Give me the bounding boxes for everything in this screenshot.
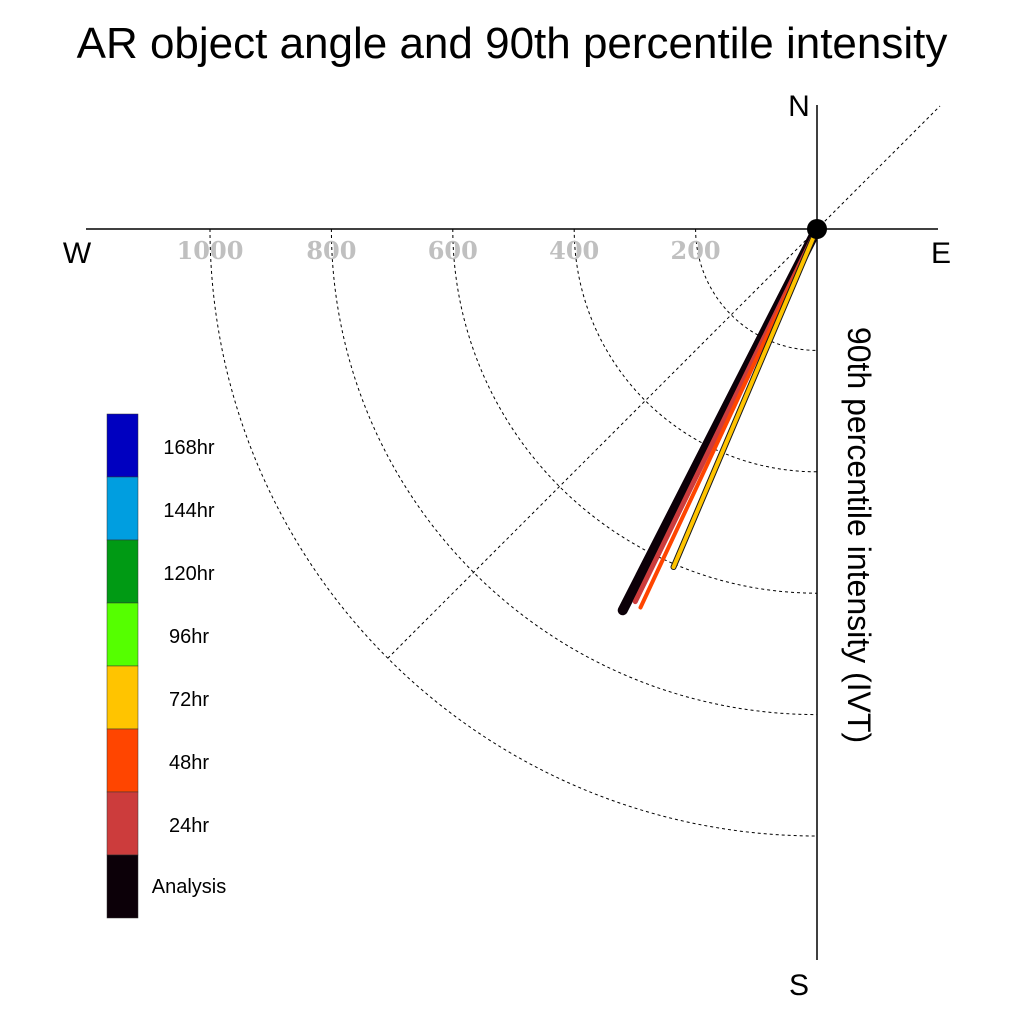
legend-swatch	[106, 476, 139, 541]
grid-arc-0	[695, 228, 818, 351]
legend-label: 144hr	[163, 500, 214, 522]
grid-arc-2	[452, 228, 818, 594]
legend-label: 120hr	[163, 563, 214, 585]
legend: 168hr 144hr 120hr 96hr 72hr 48hr 24hr Analysis	[106, 413, 226, 919]
chart-title: AR object angle and 90th percentile inte…	[77, 19, 948, 68]
radial-tick-labels: 200 400 600 800 1000	[177, 236, 721, 265]
compass-west: W	[63, 237, 92, 270]
legend-swatch	[106, 665, 139, 730]
legend-swatch	[106, 539, 139, 604]
legend-swatch	[106, 413, 139, 478]
grid-arc-4	[209, 228, 818, 837]
compass-east: E	[931, 237, 951, 270]
legend-label: Analysis	[152, 876, 226, 898]
origin-marker	[807, 219, 827, 239]
radial-tick-label: 800	[306, 236, 356, 265]
polar-grid	[209, 105, 941, 837]
legend-swatch	[106, 791, 139, 856]
intensity-vectors	[617, 224, 822, 616]
legend-swatch	[106, 602, 139, 667]
legend-label: 24hr	[169, 815, 209, 837]
legend-swatch	[106, 854, 139, 919]
radial-tick-label: 600	[428, 236, 478, 265]
legend-label: 48hr	[169, 752, 209, 774]
grid-arc-3	[330, 228, 818, 716]
legend-label: 96hr	[169, 626, 209, 648]
legend-label: 168hr	[163, 437, 214, 459]
radial-tick-label: 200	[671, 236, 721, 265]
grid-diagonal	[387, 105, 941, 659]
legend-label: 72hr	[169, 689, 209, 711]
radial-tick-label: 1000	[177, 236, 244, 265]
compass-south: S	[789, 969, 809, 1002]
grid-arc-1	[573, 228, 818, 473]
radial-tick-label: 400	[549, 236, 599, 265]
compass-north: N	[788, 90, 810, 123]
legend-swatch	[106, 728, 139, 793]
y-axis-label: 90th percentile intensity (IVT)	[841, 327, 877, 743]
vector-72hr	[671, 227, 819, 570]
